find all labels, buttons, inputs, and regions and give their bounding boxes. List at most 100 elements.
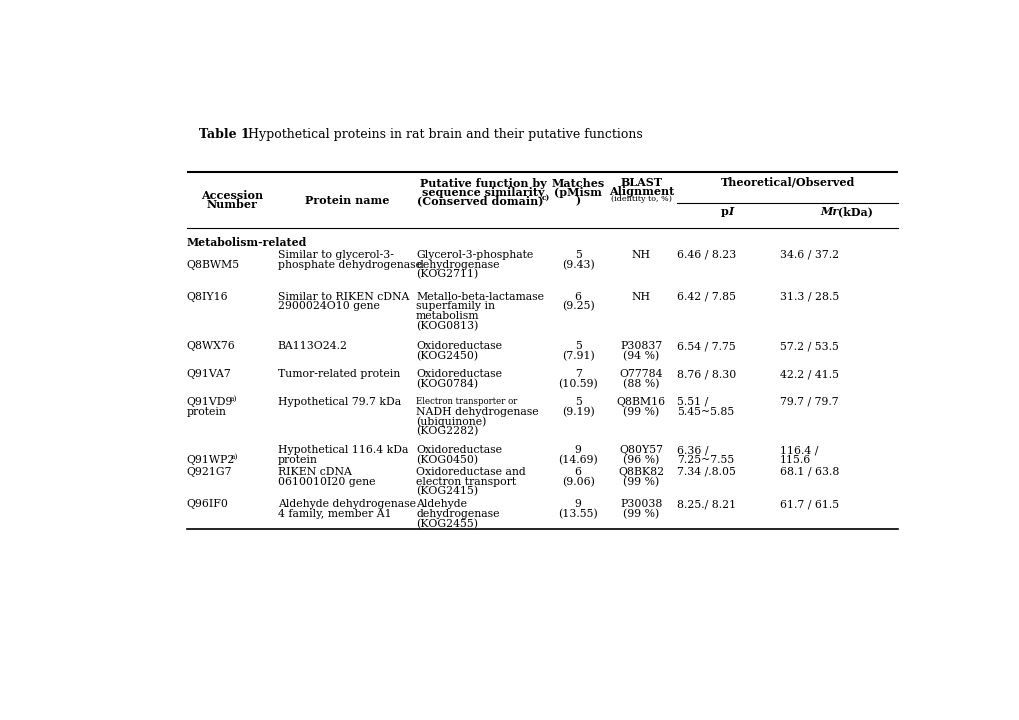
Text: (kDa): (kDa) bbox=[833, 206, 872, 217]
Text: I: I bbox=[728, 206, 733, 217]
Text: 6.54 / 7.75: 6.54 / 7.75 bbox=[677, 341, 735, 351]
Text: Q8BK82: Q8BK82 bbox=[618, 467, 663, 477]
Text: Matches: Matches bbox=[551, 178, 604, 189]
Text: (7.91): (7.91) bbox=[561, 351, 594, 361]
Text: 31.3 / 28.5: 31.3 / 28.5 bbox=[779, 292, 838, 302]
Text: Metabolism-related: Metabolism-related bbox=[186, 237, 307, 248]
Text: (9.06): (9.06) bbox=[561, 477, 594, 487]
Text: 5: 5 bbox=[574, 250, 581, 260]
Text: (pMism: (pMism bbox=[553, 186, 601, 198]
Text: Theoretical/Observed: Theoretical/Observed bbox=[719, 177, 854, 188]
Text: 34.6 / 37.2: 34.6 / 37.2 bbox=[779, 250, 838, 260]
Text: (ubiquinone): (ubiquinone) bbox=[416, 416, 486, 427]
Text: Electron transporter or: Electron transporter or bbox=[416, 397, 517, 406]
Text: (KOG0450): (KOG0450) bbox=[416, 455, 478, 465]
Text: phosphate dehydrogenase: phosphate dehydrogenase bbox=[277, 260, 421, 270]
Text: a): a) bbox=[230, 453, 237, 461]
Text: protein: protein bbox=[186, 407, 226, 417]
Text: NADH dehydrogenase: NADH dehydrogenase bbox=[416, 407, 538, 417]
Text: (KOG2455): (KOG2455) bbox=[416, 519, 478, 529]
Text: sequence similarity: sequence similarity bbox=[422, 186, 544, 198]
Text: 6.46 / 8.23: 6.46 / 8.23 bbox=[677, 250, 736, 260]
Text: Protein name: Protein name bbox=[305, 194, 388, 205]
Text: 2900024O10 gene: 2900024O10 gene bbox=[277, 301, 379, 311]
Text: Accession: Accession bbox=[201, 190, 263, 201]
Text: (14.69): (14.69) bbox=[557, 455, 597, 465]
Text: (13.55): (13.55) bbox=[557, 509, 597, 519]
Text: BLAST: BLAST bbox=[620, 177, 661, 188]
Text: Table 1: Table 1 bbox=[199, 128, 250, 141]
Text: Tumor-related protein: Tumor-related protein bbox=[277, 369, 399, 379]
Text: Q8BM16: Q8BM16 bbox=[616, 397, 665, 407]
Text: Hypothetical 79.7 kDa: Hypothetical 79.7 kDa bbox=[277, 397, 400, 407]
Text: (9.43): (9.43) bbox=[561, 260, 594, 270]
Text: (99 %): (99 %) bbox=[623, 509, 659, 519]
Text: (10.59): (10.59) bbox=[557, 379, 597, 389]
Text: (KOG2450): (KOG2450) bbox=[416, 351, 478, 361]
Text: 68.1 / 63.8: 68.1 / 63.8 bbox=[779, 467, 839, 477]
Text: 5.51 /: 5.51 / bbox=[677, 397, 707, 407]
Text: (KOG0813): (KOG0813) bbox=[416, 320, 478, 331]
Text: 6.36 /: 6.36 / bbox=[677, 445, 708, 455]
Text: (KOG0784): (KOG0784) bbox=[416, 379, 478, 389]
Text: 7.34 /.8.05: 7.34 /.8.05 bbox=[677, 467, 735, 477]
Text: 5.45~5.85: 5.45~5.85 bbox=[677, 407, 734, 417]
Text: 9: 9 bbox=[574, 500, 581, 510]
Text: Similar to glycerol-3-: Similar to glycerol-3- bbox=[277, 250, 393, 260]
Text: (KOG2415): (KOG2415) bbox=[416, 486, 478, 497]
Text: ): ) bbox=[575, 196, 580, 207]
Text: Q921G7: Q921G7 bbox=[186, 467, 232, 477]
Text: Metallo-beta-lactamase: Metallo-beta-lactamase bbox=[416, 292, 543, 302]
Text: Oxidoreductase: Oxidoreductase bbox=[416, 341, 501, 351]
Text: P30837: P30837 bbox=[620, 341, 661, 351]
Text: Hypothetical 116.4 kDa: Hypothetical 116.4 kDa bbox=[277, 445, 408, 455]
Text: Q96IF0: Q96IF0 bbox=[186, 500, 228, 510]
Text: (9.25): (9.25) bbox=[561, 301, 594, 312]
Text: 9: 9 bbox=[574, 445, 581, 455]
Text: 4 family, member A1: 4 family, member A1 bbox=[277, 509, 391, 519]
Text: BA113O24.2: BA113O24.2 bbox=[277, 341, 347, 351]
Text: Q80Y57: Q80Y57 bbox=[619, 445, 662, 455]
Text: 115.6: 115.6 bbox=[779, 455, 810, 465]
Text: 7: 7 bbox=[574, 369, 581, 379]
Text: Aldehyde dehydrogenase: Aldehyde dehydrogenase bbox=[277, 500, 416, 510]
Text: (KOG2282): (KOG2282) bbox=[416, 426, 478, 436]
Text: metabolism: metabolism bbox=[416, 311, 479, 321]
Text: superfamily in: superfamily in bbox=[416, 301, 494, 311]
Text: RIKEN cDNA: RIKEN cDNA bbox=[277, 467, 352, 477]
Text: Hypothetical proteins in rat brain and their putative functions: Hypothetical proteins in rat brain and t… bbox=[245, 128, 643, 141]
Text: Number: Number bbox=[207, 199, 258, 210]
Text: 5: 5 bbox=[574, 341, 581, 351]
Text: 8.76 / 8.30: 8.76 / 8.30 bbox=[677, 369, 736, 379]
Text: (KOG2711): (KOG2711) bbox=[416, 269, 478, 279]
Text: (94 %): (94 %) bbox=[623, 351, 659, 361]
Text: NH: NH bbox=[631, 292, 650, 302]
Text: 5: 5 bbox=[574, 397, 581, 407]
Text: 7.25~7.55: 7.25~7.55 bbox=[677, 455, 734, 465]
Text: (99 %): (99 %) bbox=[623, 477, 659, 487]
Text: P30038: P30038 bbox=[620, 500, 662, 510]
Text: 6: 6 bbox=[574, 292, 581, 302]
Text: Q91WP2: Q91WP2 bbox=[186, 455, 235, 465]
Text: dehydrogenase: dehydrogenase bbox=[416, 260, 499, 270]
Text: (Conserved domain): (Conserved domain) bbox=[417, 196, 543, 207]
Text: (99 %): (99 %) bbox=[623, 407, 659, 417]
Text: Q91VA7: Q91VA7 bbox=[186, 369, 231, 379]
Text: NH: NH bbox=[631, 250, 650, 260]
Text: Q8IY16: Q8IY16 bbox=[186, 292, 228, 302]
Text: c): c) bbox=[541, 194, 549, 202]
Text: electron transport: electron transport bbox=[416, 477, 516, 487]
Text: 0610010I20 gene: 0610010I20 gene bbox=[277, 477, 375, 487]
Text: Q91VD9: Q91VD9 bbox=[186, 397, 233, 407]
Text: (9.19): (9.19) bbox=[561, 407, 594, 417]
Text: Aldehyde: Aldehyde bbox=[416, 500, 467, 510]
Text: Alignment: Alignment bbox=[608, 186, 674, 197]
Text: p: p bbox=[719, 206, 728, 217]
Text: 42.2 / 41.5: 42.2 / 41.5 bbox=[779, 369, 838, 379]
Text: Oxidoreductase and: Oxidoreductase and bbox=[416, 467, 525, 477]
Text: (identity to, %): (identity to, %) bbox=[610, 194, 672, 202]
Text: Putative function by: Putative function by bbox=[420, 178, 546, 189]
Text: 116.4 /: 116.4 / bbox=[779, 445, 817, 455]
Text: Similar to RIKEN cDNA: Similar to RIKEN cDNA bbox=[277, 292, 409, 302]
Text: (96 %): (96 %) bbox=[623, 455, 659, 465]
